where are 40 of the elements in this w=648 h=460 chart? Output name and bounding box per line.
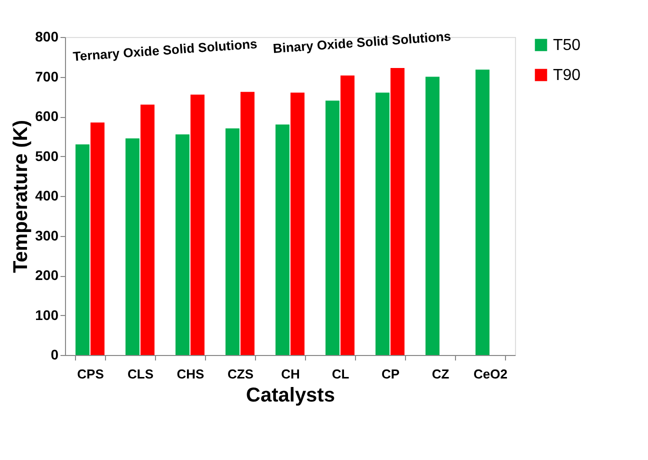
bar	[476, 70, 490, 355]
y-tick-label: 0	[50, 346, 59, 362]
bar	[276, 124, 290, 355]
bar	[376, 92, 390, 355]
bar	[240, 92, 254, 355]
y-tick-label: 100	[35, 306, 59, 323]
annotation: Binary Oxide Solid Solutions	[272, 28, 452, 56]
y-tick-label: 700	[35, 68, 59, 84]
x-tick-label: CLS	[128, 366, 154, 382]
legend-label: T90	[553, 67, 581, 84]
x-tick-label: CP	[381, 366, 400, 382]
bar	[326, 100, 340, 355]
x-tick-label: CZ	[432, 366, 450, 382]
y-axis-title: Temperature (K)	[10, 120, 32, 273]
bar	[190, 94, 204, 355]
bar	[390, 68, 404, 355]
y-tick-label: 600	[35, 108, 59, 124]
legend-label: T50	[553, 37, 581, 54]
x-tick-label: CeO2	[474, 366, 508, 382]
bar	[226, 128, 240, 355]
x-tick-label: CZS	[228, 366, 254, 382]
bar	[340, 76, 354, 355]
y-tick-label: 500	[35, 148, 59, 164]
y-tick-label: 300	[35, 227, 59, 244]
x-tick-label: CH	[281, 366, 300, 382]
bar	[140, 104, 154, 355]
x-tick-label: CHS	[176, 366, 205, 382]
bar	[126, 138, 140, 355]
bar	[290, 92, 304, 355]
y-tick-label: 200	[35, 267, 59, 283]
x-axis-title: Catalysts	[246, 384, 335, 406]
y-tick-label: 400	[35, 188, 59, 204]
x-tick-label: CPS	[77, 366, 104, 382]
bar	[176, 134, 190, 355]
y-tick-label: 800	[35, 28, 59, 44]
x-tick-label: CL	[332, 366, 350, 382]
bar	[90, 122, 104, 355]
bar	[76, 144, 90, 355]
annotation: Ternary Oxide Solid Solutions	[72, 36, 258, 64]
bar	[426, 76, 440, 355]
